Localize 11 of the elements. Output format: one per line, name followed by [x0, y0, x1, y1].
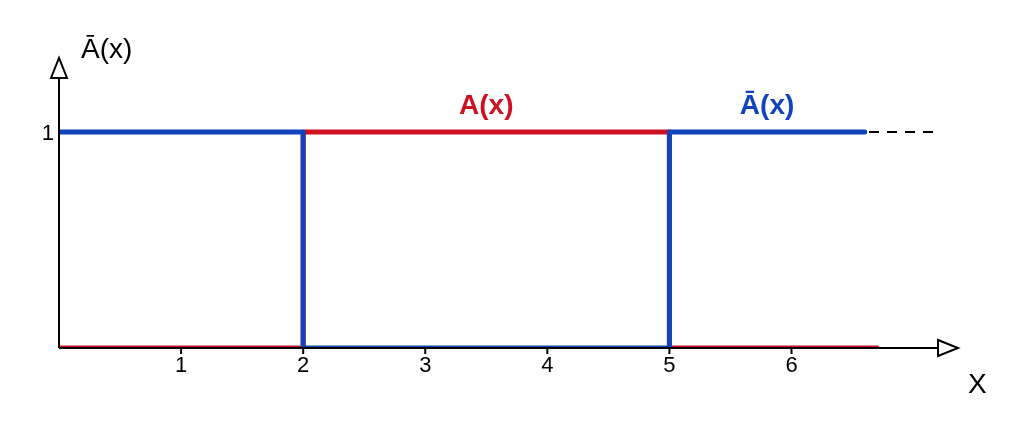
series-label: Ā(x): [739, 89, 795, 120]
x-tick-label: 5: [663, 351, 676, 377]
x-tick-label: 2: [297, 351, 310, 377]
x-tick-label: 6: [785, 351, 798, 377]
ref-line-label: 1: [41, 119, 54, 145]
x-axis-title: X: [968, 368, 987, 399]
series-label: A(x): [459, 89, 514, 120]
y-axis-title: Ā(x): [81, 33, 133, 64]
x-tick-label: 1: [174, 351, 188, 377]
x-tick-label: 4: [541, 351, 554, 377]
x-tick-label: 3: [419, 351, 432, 377]
